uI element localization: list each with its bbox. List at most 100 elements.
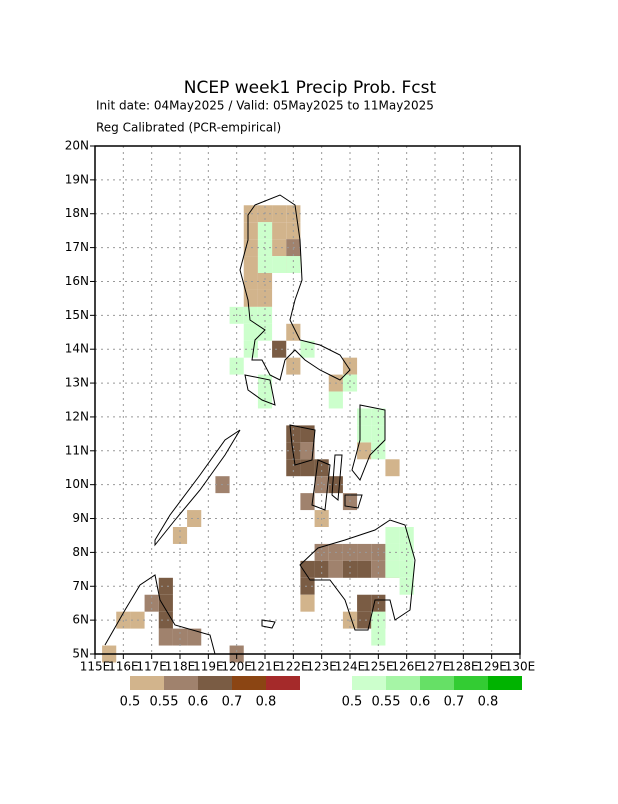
prob-cell [328,560,343,578]
axes: 115E116E117E118E119E120E121E122E123E124E… [65,139,536,674]
y-tick-label: 6N [72,613,89,627]
y-tick-label: 9N [72,511,89,525]
prob-cell [371,560,386,578]
y-tick-label: 17N [65,240,89,254]
colorbar-label: 0.5 [120,695,141,710]
colorbar-box [164,676,198,690]
prob-cell [314,476,329,494]
prob-cell [357,611,372,629]
colorbar-label: 0.7 [222,695,243,710]
y-tick-label: 8N [72,545,89,559]
prob-cell [371,628,386,646]
prob-cell [187,628,202,646]
prob-cell [243,222,258,240]
prob-cell [385,560,400,578]
prob-cell [158,628,173,646]
prob-cell [371,425,386,443]
prob-cell [158,594,173,612]
colorbar-box [198,676,232,690]
prob-cell [357,594,372,612]
prob-cell [229,357,244,375]
prob-cell [399,527,414,544]
prob-cell [243,273,258,290]
y-tick-label: 14N [65,342,89,356]
prob-cell [300,459,315,477]
prob-cell [357,543,372,561]
colorbar-label: 0.5 [342,695,363,710]
prob-cell [357,442,372,460]
prob-cell [300,594,315,612]
x-tick-label: 117E [136,660,167,674]
prob-cell [342,543,358,561]
x-tick-label: 124E [335,660,366,674]
prob-cell [300,442,315,460]
prob-cell [158,611,173,629]
prob-cell [357,560,372,578]
prob-cell [257,289,273,307]
x-tick-label: 121E [250,660,281,674]
prob-cell [272,340,287,358]
x-tick-label: 126E [391,660,422,674]
x-tick-label: 116E [108,660,139,674]
colorbar-box [420,676,454,690]
chart-title: NCEP week1 Precip Prob. Fcst [184,78,437,98]
colorbar-box [488,676,522,690]
prob-cell [399,560,414,578]
colorbar-box [386,676,420,690]
prob-cell [300,577,315,595]
prob-cell [300,560,315,578]
x-tick-label: 127E [420,660,451,674]
subtitle: Init date: 04May2025 / Valid: 05May2025 … [96,99,434,113]
x-tick-label: 128E [448,660,479,674]
prob-cell [272,256,287,273]
colorbars: 0.5 0.55 0.6 0.7 0.8 0.5 0.55 0.6 0.7 0.8 [120,676,522,710]
prob-cell [342,374,358,392]
x-tick-label: 130E [505,660,536,674]
x-tick-label: 119E [193,660,224,674]
y-tick-label: 13N [65,376,89,390]
prob-cell [328,391,343,409]
prob-cell [272,205,287,223]
y-tick-label: 5N [72,647,89,661]
prob-cell [286,256,301,273]
prob-cell [272,239,287,257]
prob-cell [243,323,258,341]
colorbar-label: 0.55 [372,695,401,710]
prob-cell [172,628,188,646]
note: Reg Calibrated (PCR-empirical) [96,121,281,135]
prob-cell [158,577,173,595]
prob-cell [385,527,400,544]
y-tick-label: 10N [65,477,89,491]
x-tick-label: 120E [221,660,252,674]
y-tick-label: 7N [72,579,89,593]
y-tick-label: 11N [65,443,89,457]
colorbar-label: 0.8 [478,695,499,710]
prob-cell [385,459,400,477]
prob-cell [243,289,258,307]
prob-cell [243,205,258,223]
colorbar-box [130,676,164,690]
colorbar-box [266,676,300,690]
prob-cell [385,543,400,561]
colorbar-label: 0.55 [150,695,179,710]
colorbar-box [454,676,488,690]
prob-cell [172,527,188,544]
prob-cell [243,256,258,273]
prob-cell [399,577,414,595]
x-tick-label: 129E [476,660,507,674]
prob-cell [257,256,273,273]
y-tick-label: 15N [65,308,89,322]
x-tick-label: 123E [306,660,337,674]
y-tick-label: 19N [65,172,89,186]
prob-cell [187,510,202,527]
y-tick-label: 16N [65,274,89,288]
prob-cell [357,425,372,443]
x-tick-label: 118E [165,660,196,674]
y-tick-label: 20N [65,139,89,153]
x-tick-label: 115E [80,660,111,674]
prob-cell [300,340,315,358]
prob-cell [286,425,301,443]
plot-frame [94,145,521,655]
